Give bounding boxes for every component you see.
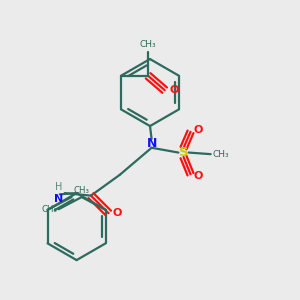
Text: O: O bbox=[169, 85, 178, 94]
Text: S: S bbox=[179, 146, 188, 159]
Text: N: N bbox=[54, 194, 63, 204]
Text: O: O bbox=[193, 125, 203, 135]
Text: O: O bbox=[113, 208, 122, 218]
Text: N: N bbox=[146, 137, 157, 150]
Text: CH₃: CH₃ bbox=[212, 150, 229, 159]
Text: CH₃: CH₃ bbox=[41, 205, 57, 214]
Text: CH₃: CH₃ bbox=[140, 40, 156, 49]
Text: H: H bbox=[56, 182, 63, 192]
Text: CH₃: CH₃ bbox=[73, 187, 89, 196]
Text: O: O bbox=[193, 171, 203, 181]
